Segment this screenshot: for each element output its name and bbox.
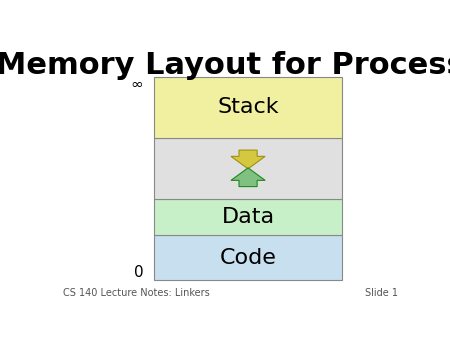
Text: Data: Data [221,207,274,227]
Text: Memory Layout for Process: Memory Layout for Process [0,51,450,80]
Text: Code: Code [220,248,276,268]
Text: 0: 0 [134,265,144,280]
Bar [154,77,342,138]
Bar [154,138,342,199]
Bar [154,235,342,280]
Text: Slide 1: Slide 1 [365,288,398,298]
Text: Stack: Stack [217,97,279,117]
Text: CS 140 Lecture Notes: Linkers: CS 140 Lecture Notes: Linkers [63,288,210,298]
FancyArrow shape [231,150,265,169]
Bar [154,199,342,235]
Text: ∞: ∞ [130,77,144,92]
FancyArrow shape [231,168,265,187]
